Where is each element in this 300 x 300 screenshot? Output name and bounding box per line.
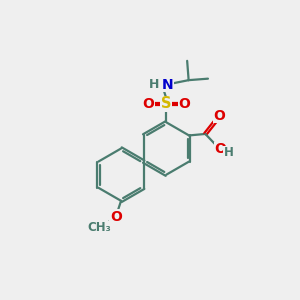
Text: H: H [224, 146, 233, 159]
Text: CH₃: CH₃ [88, 221, 111, 234]
Text: O: O [214, 142, 226, 156]
Text: N: N [162, 78, 174, 92]
Text: O: O [178, 97, 190, 111]
Text: O: O [110, 210, 122, 224]
Text: S: S [161, 96, 172, 111]
Text: O: O [142, 97, 154, 111]
Text: O: O [213, 109, 225, 122]
Text: H: H [149, 78, 160, 91]
